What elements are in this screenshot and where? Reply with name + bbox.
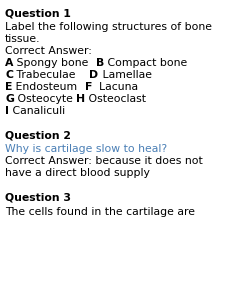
Text: Endosteum: Endosteum <box>12 82 85 92</box>
Text: Lacuna: Lacuna <box>92 82 138 92</box>
Text: Why is cartilage slow to heal?: Why is cartilage slow to heal? <box>5 144 167 154</box>
Text: Question 2: Question 2 <box>5 130 71 140</box>
Text: A: A <box>5 58 14 68</box>
Text: Correct Answer:: Correct Answer: <box>5 46 92 56</box>
Text: I: I <box>5 106 9 116</box>
Text: Question 3: Question 3 <box>5 193 71 203</box>
Text: Osteocyte: Osteocyte <box>14 94 76 104</box>
Text: Canaliculi: Canaliculi <box>9 106 65 116</box>
Text: Correct Answer: because it does not: Correct Answer: because it does not <box>5 156 203 166</box>
Text: Question 1: Question 1 <box>5 8 71 18</box>
Text: Spongy bone: Spongy bone <box>14 58 96 68</box>
Text: F: F <box>84 82 92 92</box>
Text: Label the following structures of bone: Label the following structures of bone <box>5 22 212 32</box>
Text: have a direct blood supply: have a direct blood supply <box>5 168 150 178</box>
Text: Trabeculae: Trabeculae <box>13 70 90 80</box>
Text: tissue.: tissue. <box>5 34 41 44</box>
Text: Lamellae: Lamellae <box>98 70 152 80</box>
Text: The cells found in the cartilage are: The cells found in the cartilage are <box>5 207 195 217</box>
Text: B: B <box>96 58 104 68</box>
Text: D: D <box>90 70 98 80</box>
Text: G: G <box>5 94 14 104</box>
Text: H: H <box>76 94 86 104</box>
Text: C: C <box>5 70 13 80</box>
Text: E: E <box>5 82 12 92</box>
Text: Compact bone: Compact bone <box>104 58 187 68</box>
Text: Osteoclast: Osteoclast <box>86 94 146 104</box>
